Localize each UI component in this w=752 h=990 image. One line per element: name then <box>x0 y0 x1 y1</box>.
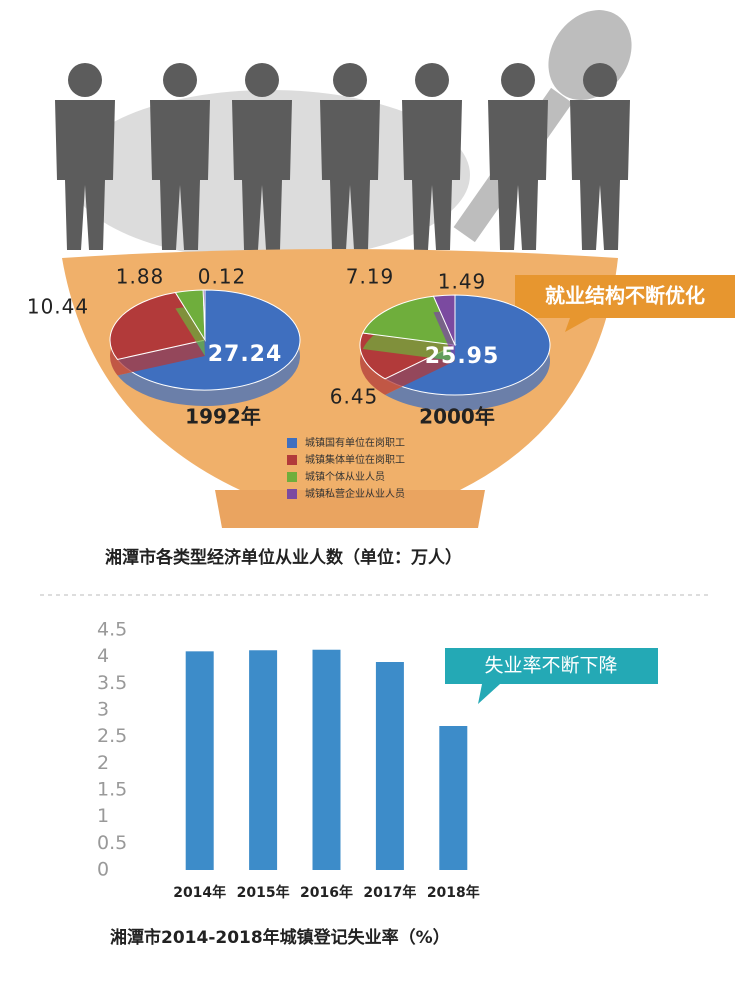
y-tick-label: 3 <box>97 699 109 721</box>
pie <box>359 294 551 411</box>
pie-slice <box>202 289 206 341</box>
person-body <box>570 100 630 250</box>
annotation: 就业结构不断优化 <box>545 284 705 308</box>
person-head <box>68 63 102 97</box>
data-label: 1.88 <box>116 265 165 289</box>
person-head <box>163 63 197 97</box>
data-label: 7.19 <box>346 265 395 289</box>
data-label: 6.45 <box>330 385 379 409</box>
annotation-box <box>515 275 735 332</box>
bar <box>439 726 468 870</box>
y-tick-label: 2 <box>97 752 109 774</box>
legend-swatch <box>287 455 297 465</box>
legend-swatch <box>287 489 297 499</box>
data-label: 0.12 <box>198 265 247 289</box>
x-tick-label: 2015年 <box>237 884 290 901</box>
y-tick-label: 2.5 <box>97 725 127 747</box>
data-label: 27.24 <box>208 342 283 367</box>
legend-label: 城镇个体从业人员 <box>305 470 385 483</box>
person-head <box>415 63 449 97</box>
person-head <box>583 63 617 97</box>
person-head <box>245 63 279 97</box>
y-tick-label: 4.5 <box>97 619 127 641</box>
legend-swatch <box>287 438 297 448</box>
person-body <box>320 100 380 250</box>
data-label: 1.49 <box>438 270 487 294</box>
legend-label: 城镇国有单位在岗职工 <box>305 436 405 449</box>
data-label: 10.44 <box>27 295 89 319</box>
bar <box>375 662 404 870</box>
data-label: 25.95 <box>425 344 500 369</box>
y-tick-label: 1 <box>97 805 109 827</box>
pie-slice <box>362 295 456 346</box>
annotation-box <box>445 648 658 704</box>
x-tick-label: 2014年 <box>173 884 226 901</box>
pie-title: 1992年 <box>185 405 261 429</box>
y-tick-label: 4 <box>97 645 109 667</box>
person-head <box>501 63 535 97</box>
y-tick-label: 3.5 <box>97 672 127 694</box>
person-head <box>333 63 367 97</box>
person-body <box>150 100 210 250</box>
person-body <box>55 100 115 250</box>
x-tick-label: 2016年 <box>300 884 353 901</box>
person-body <box>402 100 462 250</box>
pie-title: 2000年 <box>419 405 495 429</box>
people <box>55 63 630 250</box>
pie-slice <box>432 294 456 346</box>
person-body <box>488 100 548 250</box>
y-tick-label: 1.5 <box>97 779 127 801</box>
person-body <box>232 100 292 250</box>
y-tick-label: 0.5 <box>97 832 127 854</box>
legend-label: 城镇集体单位在岗职工 <box>305 453 405 466</box>
bowl-foot <box>215 490 485 528</box>
annotation: 失业率不断下降 <box>484 655 617 677</box>
chart-title: 湘潭市2014-2018年城镇登记失业率（%） <box>110 927 450 948</box>
legend-label: 城镇私营企业从业人员 <box>305 487 405 500</box>
chart-title: 湘潭市各类型经济单位从业人数（单位：万人） <box>105 547 462 568</box>
y-tick-label: 0 <box>97 859 109 881</box>
bar <box>312 649 341 870</box>
x-tick-label: 2018年 <box>427 884 480 901</box>
bar <box>249 650 278 870</box>
bar <box>185 651 214 870</box>
pie <box>109 289 301 406</box>
x-tick-label: 2017年 <box>363 884 416 901</box>
legend-swatch <box>287 472 297 482</box>
